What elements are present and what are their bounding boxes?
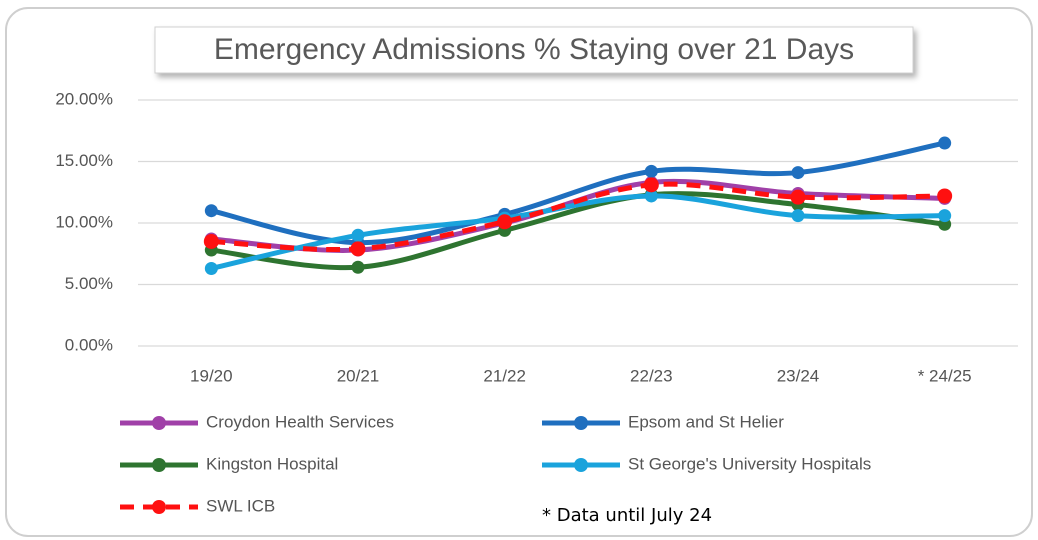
point bbox=[938, 136, 952, 150]
point bbox=[351, 228, 365, 242]
x-tick-label: 21/22 bbox=[483, 366, 526, 385]
y-tick-label: 10.00% bbox=[55, 212, 113, 231]
legend-marker bbox=[574, 458, 588, 472]
point bbox=[351, 260, 365, 274]
legend-marker bbox=[152, 458, 166, 472]
y-tick-label: 20.00% bbox=[55, 89, 113, 108]
chart-title: Emergency Admissions % Staying over 21 D… bbox=[214, 33, 854, 66]
point bbox=[203, 233, 219, 249]
point bbox=[644, 189, 658, 203]
chart-frame bbox=[5, 7, 1033, 537]
legend-item: Croydon Health Services bbox=[120, 412, 394, 431]
y-tick-label: 0.00% bbox=[65, 335, 113, 354]
y-tick-label: 15.00% bbox=[55, 151, 113, 170]
series-line bbox=[210, 140, 946, 246]
legend-item: St George's University Hospitals bbox=[542, 454, 871, 473]
point bbox=[791, 166, 805, 180]
series-line bbox=[210, 193, 945, 271]
point bbox=[643, 177, 659, 193]
title-box bbox=[154, 26, 914, 74]
point bbox=[790, 189, 806, 205]
point bbox=[938, 209, 952, 223]
x-tick-label: 22/23 bbox=[630, 366, 673, 385]
point bbox=[791, 209, 805, 223]
series-line bbox=[211, 181, 945, 253]
point bbox=[644, 164, 658, 178]
x-tick-label: 20/21 bbox=[337, 366, 380, 385]
series-line bbox=[211, 191, 945, 271]
legend-marker bbox=[152, 500, 166, 514]
point bbox=[350, 241, 366, 257]
x-tick-label: 19/20 bbox=[190, 366, 233, 385]
point bbox=[204, 204, 218, 218]
point bbox=[497, 214, 513, 230]
point bbox=[937, 188, 953, 204]
annotation: * Data until July 24 bbox=[542, 505, 712, 526]
legend-label: SWL ICB bbox=[206, 496, 275, 515]
x-tick-label: 23/24 bbox=[777, 366, 820, 385]
legend-marker bbox=[574, 416, 588, 430]
legend-item: SWL ICB bbox=[120, 496, 275, 515]
legend-item: Epsom and St Helier bbox=[542, 412, 784, 431]
legend-item: Kingston Hospital bbox=[120, 454, 338, 473]
x-tick-label: * 24/25 bbox=[918, 366, 972, 385]
y-tick-label: 5.00% bbox=[65, 274, 113, 293]
point bbox=[204, 262, 218, 276]
legend-label: Epsom and St Helier bbox=[628, 412, 784, 431]
legend-label: Kingston Hospital bbox=[206, 454, 338, 473]
legend-label: St George's University Hospitals bbox=[628, 454, 871, 473]
legend-label: Croydon Health Services bbox=[206, 412, 394, 431]
legend-marker bbox=[152, 416, 166, 430]
